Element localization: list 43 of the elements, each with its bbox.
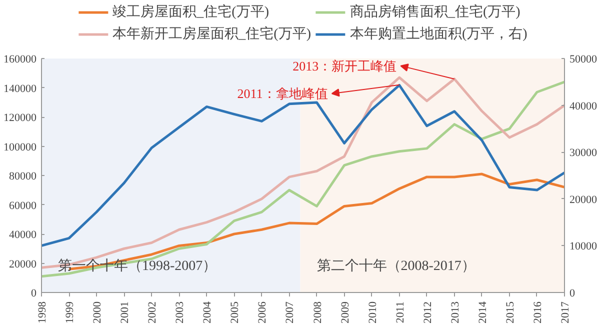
x-tick-label: 1998 <box>36 301 48 324</box>
y2-tick-label: 30000 <box>570 147 598 160</box>
annotation: 2011：拿地峰值 <box>237 86 328 102</box>
legend-label: 本年购置土地面积(万平，右) <box>350 26 528 43</box>
line-series <box>42 84 564 247</box>
x-tick-label: 2015 <box>504 301 516 324</box>
x-tick-label: 2007 <box>284 301 296 324</box>
y-tick-label: 20000 <box>9 258 37 270</box>
y-tick-label: 160000 <box>4 54 37 66</box>
y2-tick-label: 20000 <box>570 194 598 206</box>
x-tick-label: 2000 <box>92 301 104 324</box>
legend-label: 商品房销售面积_住宅(万平) <box>350 3 520 21</box>
y2-tick-label: 0 <box>570 288 576 300</box>
x-tick-label: 2011 <box>394 302 406 324</box>
x-tick-label: 2003 <box>174 301 186 324</box>
y2-tick-label: 50000 <box>570 54 598 66</box>
x-tick-label: 1999 <box>64 301 76 324</box>
x-tick-label: 2017 <box>560 301 572 324</box>
y-tick-label: 140000 <box>4 82 37 95</box>
y-tick-label: 80000 <box>9 170 37 182</box>
y-tick-label: 100000 <box>4 141 37 154</box>
legend-label: 本年新开工房屋面积_住宅(万平) <box>112 25 311 43</box>
y-tick-label: 120000 <box>4 112 37 124</box>
y-tick-label: 0 <box>31 288 37 300</box>
y2-tick-label: 10000 <box>570 240 598 253</box>
x-tick-label: 2010 <box>366 301 379 324</box>
annotation: 2013：新开工峰值 <box>292 58 397 74</box>
x-tick-label: 2005 <box>229 301 242 324</box>
x-tick-label: 2001 <box>119 302 132 324</box>
x-tick-label: 2014 <box>476 301 489 324</box>
x-tick-label: 2004 <box>202 301 214 324</box>
legend-label: 竣工房屋面积_住宅(万平) <box>112 3 269 21</box>
x-tick-label: 2016 <box>532 301 544 324</box>
x-tick-label: 2006 <box>256 301 269 324</box>
x-tick-label: 2009 <box>339 301 352 324</box>
x-tick-label: 2008 <box>312 301 324 324</box>
x-tick-label: 2002 <box>146 302 159 324</box>
x-tick-label: 2012 <box>422 302 434 324</box>
y-tick-label: 40000 <box>9 229 37 241</box>
band-label: 第二个十年（2008-2017） <box>316 258 476 274</box>
y2-tick-label: 40000 <box>570 100 598 112</box>
y-tick-label: 60000 <box>9 200 37 212</box>
x-tick-label: 2013 <box>449 301 462 324</box>
